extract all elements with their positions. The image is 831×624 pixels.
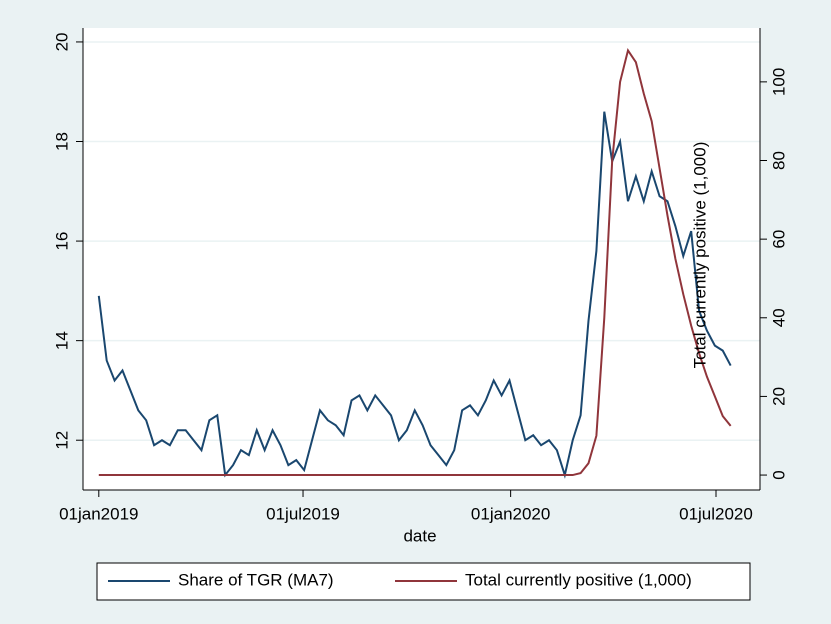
y2-tick-label: 80: [769, 151, 788, 170]
x-axis-title: date: [403, 526, 436, 545]
y2-tick-label: 40: [769, 308, 788, 327]
x-tick-label: 01jul2019: [266, 504, 340, 523]
y-tick-label: 14: [52, 331, 71, 350]
y2-tick-label: 20: [769, 387, 788, 406]
plot-area: [83, 28, 760, 490]
y-tick-label: 18: [52, 132, 71, 151]
x-tick-label: 01jul2020: [679, 504, 753, 523]
y2-tick-label: 0: [769, 470, 788, 479]
series-line: [97, 111, 732, 479]
x-tick-label: 01jan2019: [59, 504, 138, 523]
y-tick-label: 20: [52, 32, 71, 51]
y2-tick-label: 100: [769, 68, 788, 96]
series-line: [98, 47, 732, 477]
y2-axis-title: Total currently positive (1,000): [690, 142, 709, 369]
y2-tick-label: 60: [769, 230, 788, 249]
y-tick-label: 16: [52, 232, 71, 251]
x-tick-label: 01jan2020: [471, 504, 550, 523]
legend-label: Total currently positive (1,000): [465, 570, 692, 589]
y-tick-label: 12: [52, 431, 71, 450]
legend-label: Share of TGR (MA7): [178, 570, 334, 589]
